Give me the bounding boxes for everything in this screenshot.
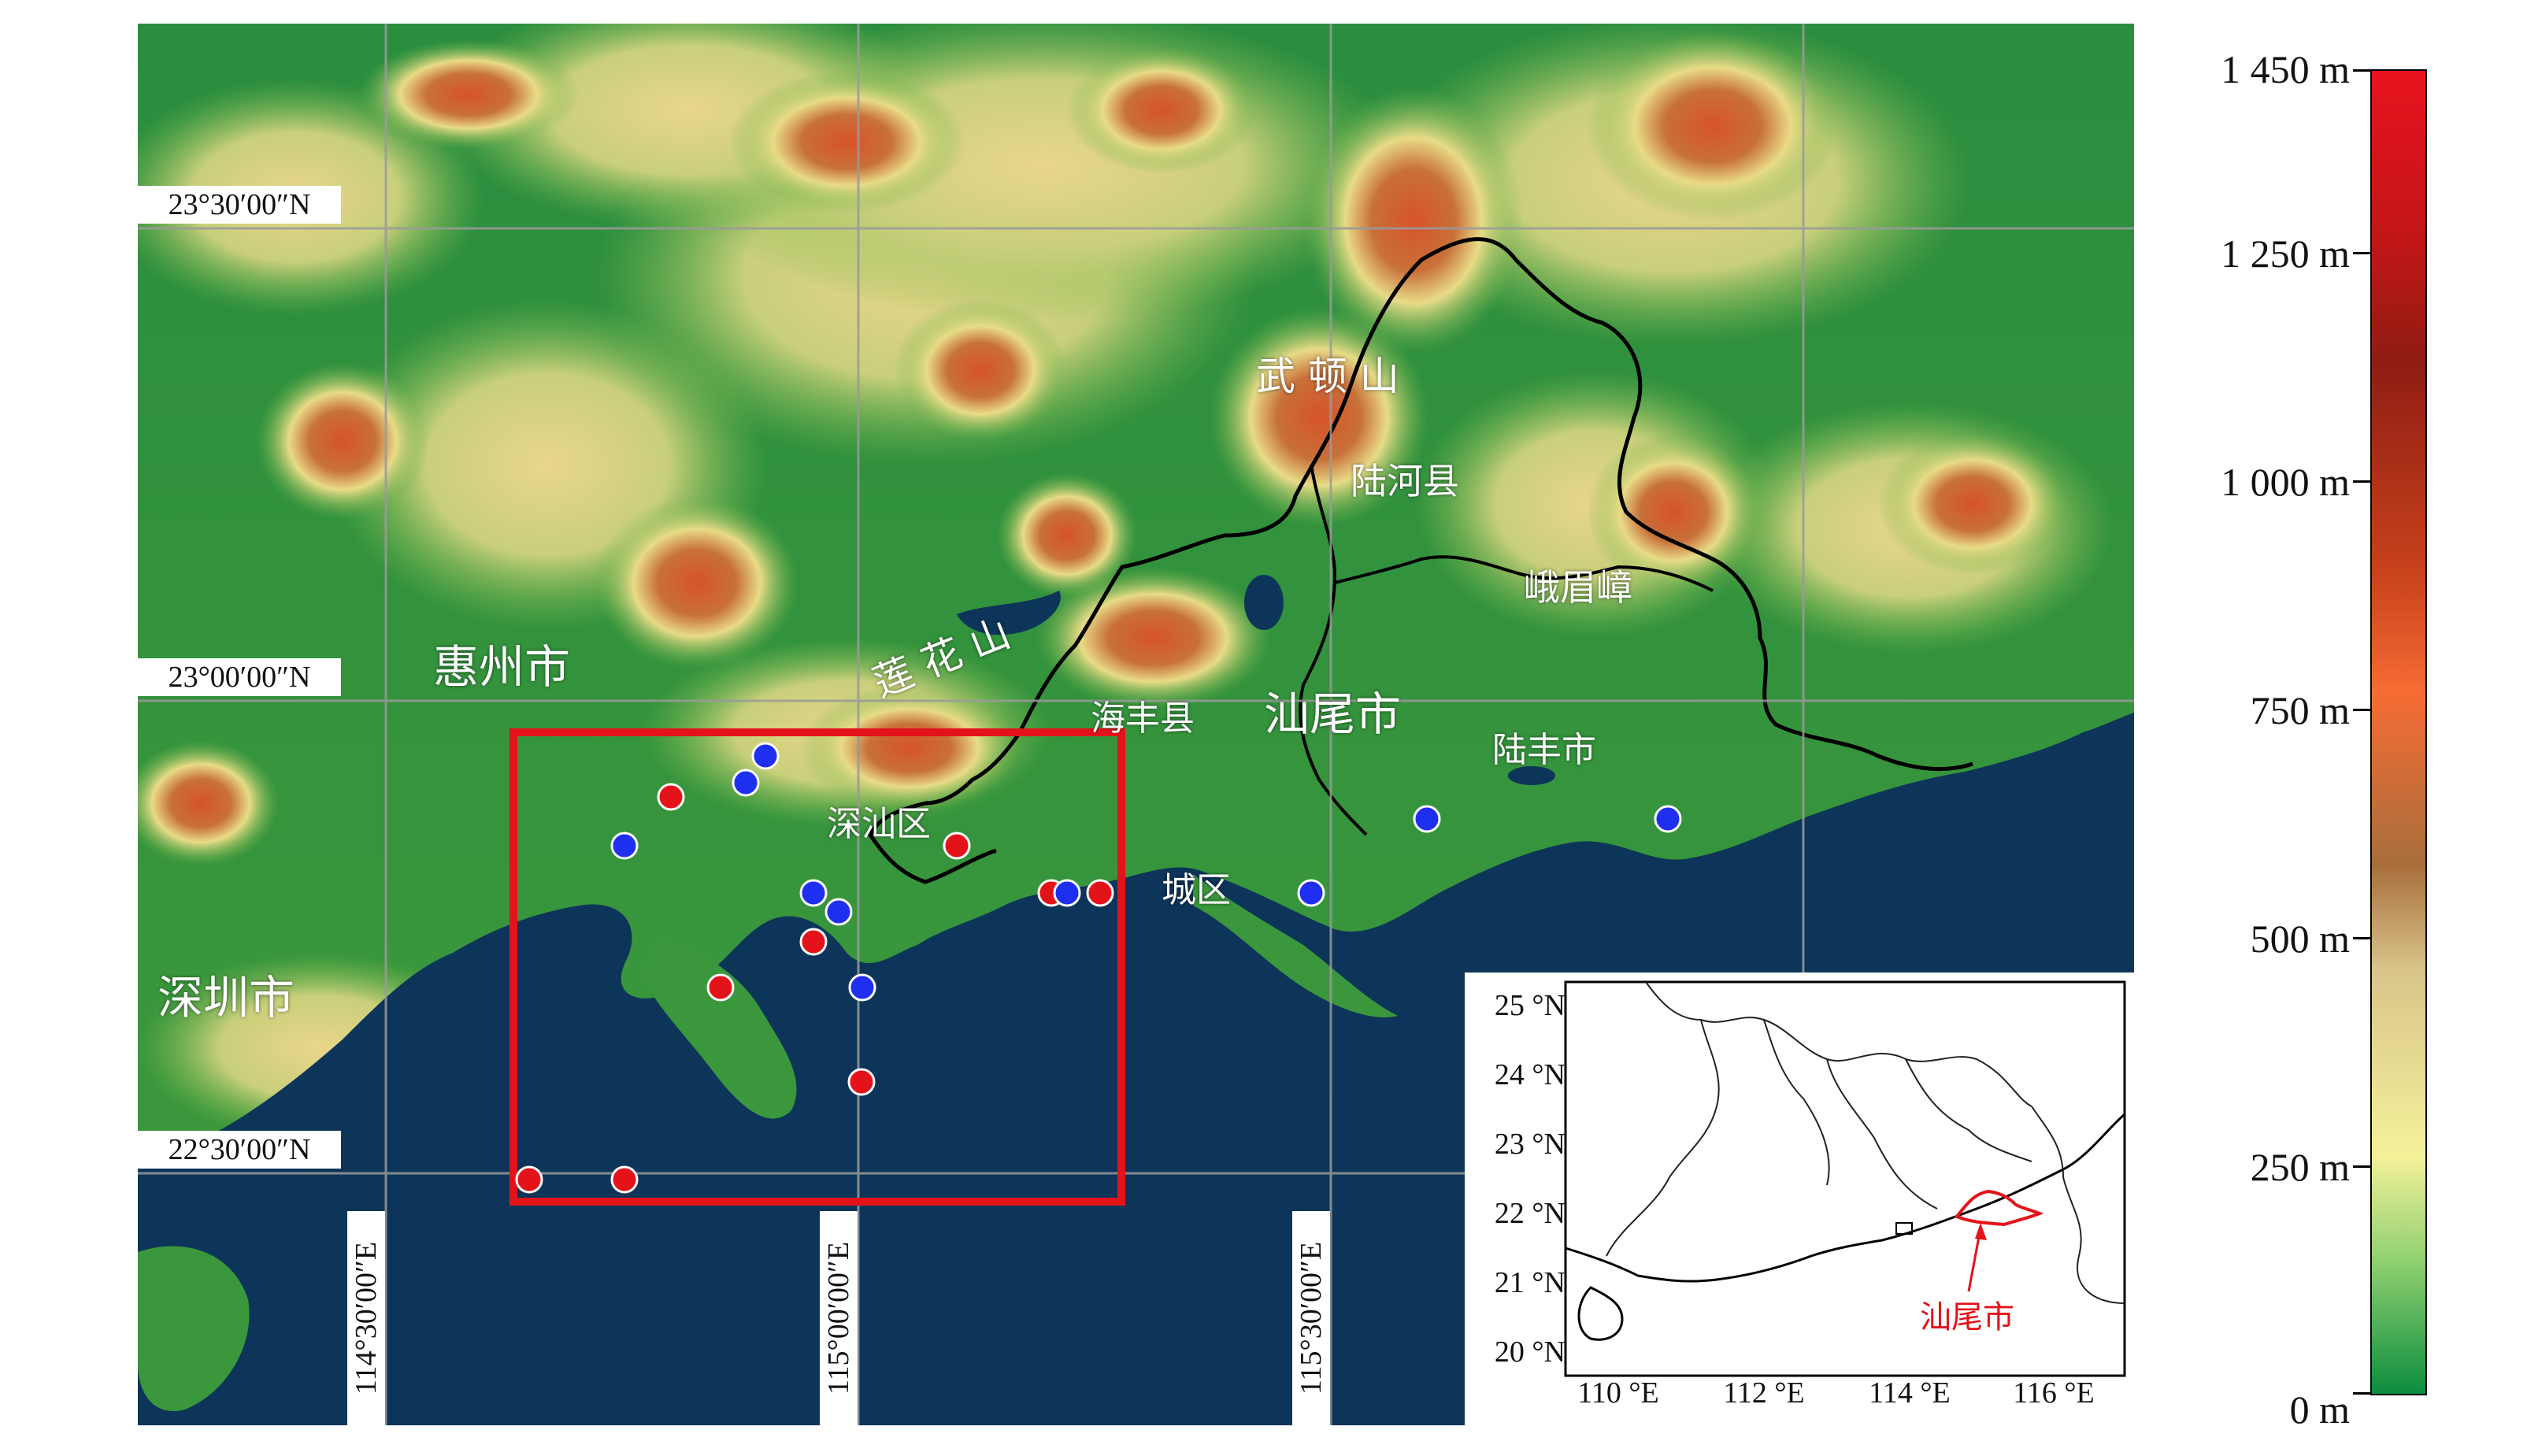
inset-province-outlines	[1606, 981, 2125, 1304]
elevation-colorbar	[2370, 69, 2427, 1395]
internal-boundary-2	[1334, 555, 1714, 592]
longitude-label: 115°30′00″E	[1292, 1211, 1330, 1425]
elevation-legend: 1 450 m 1 250 m 1 000 m 750 m 500 m 250 …	[2134, 24, 2527, 1456]
label-haifeng: 海丰县	[1091, 698, 1195, 739]
blue-site	[751, 742, 780, 770]
inset-frame	[1564, 980, 2126, 1377]
label-shenzhen: 深圳市	[157, 971, 295, 1024]
study-area-box	[509, 728, 1125, 1206]
label-huizhou: 惠州市	[433, 640, 571, 694]
label-wudun-shan: 武 顿 山	[1256, 354, 1399, 399]
lake-lufeng	[1508, 766, 1555, 785]
blue-site	[1297, 879, 1325, 907]
blue-site	[1413, 805, 1441, 833]
label-luhe: 陆河县	[1351, 460, 1459, 502]
legend-tick	[2353, 69, 2370, 72]
legend-label: 500 m	[2250, 917, 2350, 961]
peninsula	[642, 937, 797, 1119]
label-shanwei: 汕尾市	[1264, 687, 1402, 741]
lake	[1244, 575, 1284, 630]
red-site	[943, 832, 971, 860]
blue-site	[848, 973, 876, 1002]
red-site	[799, 928, 828, 956]
legend-label: 1 450 m	[2221, 47, 2350, 91]
blue-site	[610, 832, 639, 860]
legend-label: 1 250 m	[2221, 232, 2350, 276]
inset-lat-tick: 23 °N	[1494, 1128, 1565, 1161]
inset-shanwei-outline	[1954, 1189, 2044, 1227]
blue-site	[824, 898, 853, 926]
inset-lat-tick: 20 °N	[1494, 1336, 1565, 1369]
inset-lon-tick: 112 °E	[1723, 1376, 1805, 1410]
elevation-map: 惠州市 深圳市 汕尾市 武 顿 山 陆河县 峨眉嶂 莲 花 山 海丰县 陆丰市 …	[138, 24, 2134, 1425]
inset-lon-tick: 114 °E	[1869, 1376, 1951, 1410]
legend-label: 750 m	[2250, 688, 2350, 732]
reservoir	[957, 591, 1061, 635]
inset-arrowhead	[1975, 1223, 1987, 1240]
label-emeizhang: 峨眉嶂	[1524, 566, 1632, 609]
southwest-islands	[138, 1246, 250, 1411]
blue-sites	[610, 742, 1682, 1002]
admin-boundary-east	[1348, 237, 1973, 772]
legend-tick	[2353, 480, 2370, 483]
latitude-label: 23°30′00″N	[138, 186, 341, 224]
legend-tick	[2353, 709, 2370, 711]
legend-label: 1 000 m	[2221, 460, 2350, 504]
label-lufeng: 陆丰市	[1492, 730, 1596, 770]
red-site	[657, 783, 685, 811]
legend-label: 250 m	[2250, 1145, 2350, 1189]
red-site	[1086, 879, 1114, 907]
inset-shanwei-label: 汕尾市	[1920, 1299, 2014, 1336]
legend-tick	[2353, 1392, 2370, 1395]
latitude-label: 22°30′00″N	[138, 1131, 341, 1169]
label-shenshan: 深汕区	[827, 804, 931, 844]
headland	[1193, 874, 1398, 1017]
blue-site	[799, 879, 828, 907]
label-chengqu: 城区	[1162, 870, 1231, 910]
red-site	[610, 1165, 639, 1194]
inset-lon-tick: 110 °E	[1577, 1376, 1659, 1410]
legend-tick	[2353, 1165, 2370, 1168]
latitude-label: 23°00′00″N	[138, 658, 341, 696]
red-site	[515, 1165, 543, 1194]
inset-coastline	[1565, 1113, 2125, 1283]
legend-tick	[2353, 252, 2370, 254]
red-site	[706, 973, 735, 1002]
blue-site	[1053, 879, 1081, 907]
blue-site	[1654, 805, 1682, 833]
red-site	[847, 1068, 876, 1096]
legend-label: 0 m	[2289, 1387, 2350, 1432]
inset-lat-tick: 22 °N	[1494, 1197, 1565, 1230]
longitude-label: 115°00′00″E	[820, 1211, 858, 1425]
inset-lat-tick: 24 °N	[1494, 1058, 1565, 1091]
inset-study-box	[1895, 1222, 1913, 1235]
inset-locator-map: 25 °N 24 °N 23 °N 22 °N 21 °N 20 °N 110 …	[1465, 973, 2134, 1425]
legend-tick	[2353, 937, 2370, 939]
inset-hainan	[1577, 1286, 1624, 1341]
terrain-relief	[138, 24, 2114, 1142]
inset-lon-tick: 116 °E	[2013, 1376, 2095, 1410]
blue-site	[732, 769, 760, 797]
inset-lat-tick: 21 °N	[1494, 1266, 1565, 1299]
inset-map-canvas	[1564, 980, 2126, 1377]
inset-lat-tick: 25 °N	[1494, 989, 1565, 1022]
longitude-label: 114°30′00″E	[347, 1211, 385, 1425]
admin-boundary	[868, 385, 1353, 884]
red-sites	[515, 783, 1114, 1194]
